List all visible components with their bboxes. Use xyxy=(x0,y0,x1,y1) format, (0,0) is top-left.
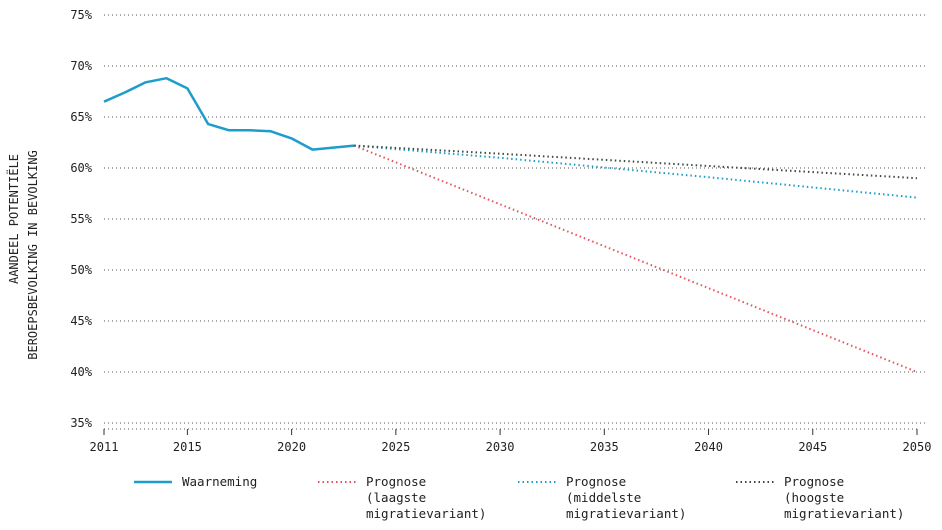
legend-swatch-0 xyxy=(134,480,172,484)
legend-label-1: Prognose (laagste migratievariant) xyxy=(366,474,487,521)
legend-swatch-2 xyxy=(518,481,556,483)
y-tick-label: 55% xyxy=(70,212,92,226)
legend-swatch-1 xyxy=(318,481,356,483)
y-tick-label: 35% xyxy=(70,416,92,430)
y-axis-label-line-1: AANDEEL POTENTIËLE xyxy=(6,154,21,284)
x-tick-label: 2030 xyxy=(486,440,515,454)
y-tick-label: 45% xyxy=(70,314,92,328)
y-axis-ticks: 35% 40% 45% 50% 55% 60% 65% 70% 75% xyxy=(70,8,92,430)
legend-label-2: Prognose (middelste migratievariant) xyxy=(566,474,687,521)
legend-item-3: Prognose (hoogste migratievariant) xyxy=(734,474,904,522)
y-tick-label: 60% xyxy=(70,161,92,175)
x-tick-label: 2050 xyxy=(903,440,932,454)
legend-swatch-3 xyxy=(736,481,774,483)
y-tick-label: 40% xyxy=(70,365,92,379)
y-tick-label: 75% xyxy=(70,8,92,22)
x-tick-label: 2040 xyxy=(694,440,723,454)
series-line-3 xyxy=(354,144,918,180)
legend-label-0: Waarneming xyxy=(182,474,258,489)
y-axis-label-line-2: BEROEPSBEVOLKING IN BEVOLKING xyxy=(26,150,40,360)
legend-label-3: Prognose (hoogste migratievariant) xyxy=(784,474,905,521)
y-tick-label: 70% xyxy=(70,59,92,73)
y-tick-label: 50% xyxy=(70,263,92,277)
x-tick-label: 2045 xyxy=(798,440,827,454)
legend-item-0: Waarneming xyxy=(132,474,257,490)
x-tick-label: 2035 xyxy=(590,440,619,454)
x-axis: 2011 2015 2020 2025 2030 2035 2040 2045 2050 xyxy=(90,428,932,454)
y-tick-label: 65% xyxy=(70,110,92,124)
legend-item-2: Prognose (middelste migratievariant) xyxy=(516,474,686,522)
legend-item-1: Prognose (laagste migratievariant) xyxy=(316,474,486,522)
series-line-0 xyxy=(103,76,355,151)
chart-legend: Waarneming Prognose (laagste migratievari… xyxy=(0,474,942,530)
series-line-2 xyxy=(354,144,918,199)
series-lines xyxy=(103,76,918,373)
x-tick-label: 2025 xyxy=(381,440,410,454)
x-tick-label: 2020 xyxy=(277,440,306,454)
x-tick-label: 2011 xyxy=(90,440,119,454)
x-tick-label: 2015 xyxy=(173,440,202,454)
gridlines xyxy=(104,14,927,424)
line-chart: 35% 40% 45% 50% 55% 60% 65% 70% 75% 2011 2015 2020… xyxy=(6,8,932,454)
series-line-1 xyxy=(353,144,918,373)
